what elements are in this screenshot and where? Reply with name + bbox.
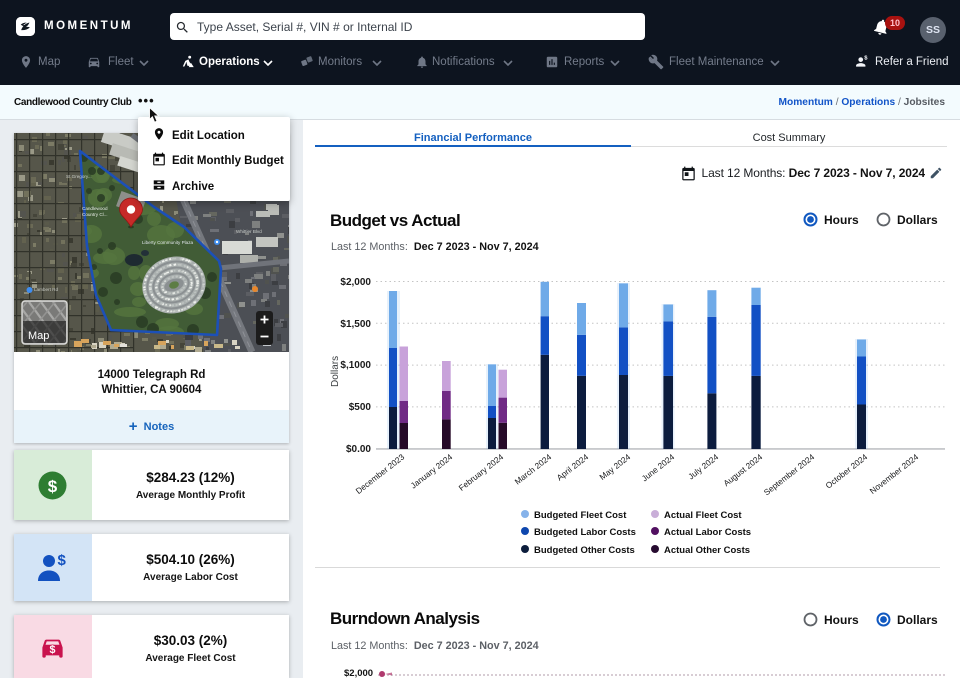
svg-text:December 2023: December 2023 <box>354 451 407 495</box>
svg-text:Dollars: Dollars <box>330 356 341 387</box>
svg-text:$: $ <box>48 477 58 496</box>
svg-text:$2,000: $2,000 <box>340 277 371 288</box>
svg-text:Whittier Blvd: Whittier Blvd <box>236 229 262 234</box>
svg-text:November 2024: November 2024 <box>868 451 921 495</box>
svg-text:June 2024: June 2024 <box>640 451 677 483</box>
svg-text:Country Cl...: Country Cl... <box>82 212 108 217</box>
svg-text:August 2024: August 2024 <box>721 451 764 488</box>
svg-text:January 2024: January 2024 <box>408 451 454 490</box>
svg-text:Lambert Rd: Lambert Rd <box>34 287 58 292</box>
svg-text:February 2024: February 2024 <box>457 451 506 492</box>
svg-text:April 2024: April 2024 <box>555 451 591 482</box>
svg-text:$: $ <box>50 644 56 656</box>
svg-text:September 2024: September 2024 <box>762 451 817 497</box>
svg-text:Candlewood: Candlewood <box>82 206 108 211</box>
svg-text:$,1000: $,1000 <box>340 360 371 371</box>
svg-text:$500: $500 <box>349 402 372 413</box>
svg-text:St Gregory...: St Gregory... <box>66 174 92 179</box>
svg-text:$1,500: $1,500 <box>340 319 371 330</box>
svg-text:Liberty Community Plaza: Liberty Community Plaza <box>142 240 194 245</box>
svg-text:$: $ <box>58 552 67 569</box>
svg-text:March 2024: March 2024 <box>513 451 554 486</box>
svg-text:Map: Map <box>28 330 49 342</box>
svg-text:$0.00: $0.00 <box>346 444 371 455</box>
svg-text:May 2024: May 2024 <box>597 451 632 482</box>
svg-text:$: $ <box>864 56 868 62</box>
svg-text:July 2024: July 2024 <box>686 451 720 481</box>
svg-text:October 2024: October 2024 <box>823 451 869 490</box>
